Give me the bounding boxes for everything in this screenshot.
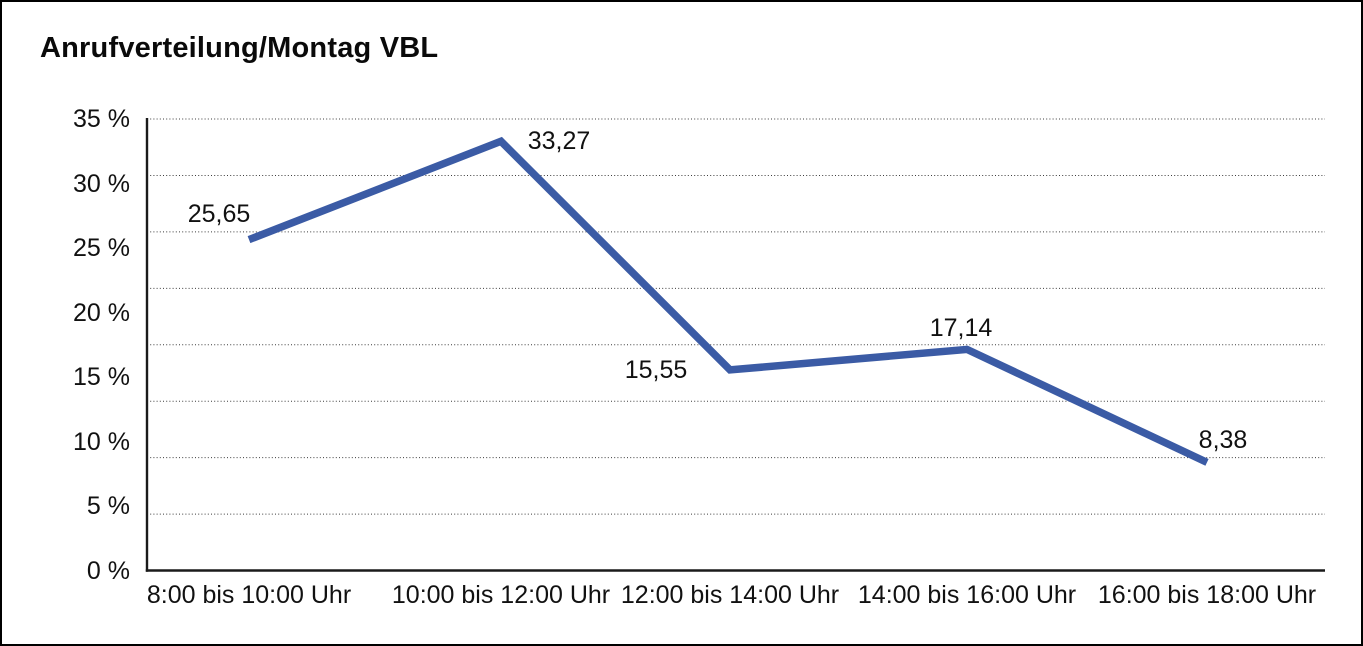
data-point-label: 17,14 bbox=[929, 314, 993, 343]
x-tick-label: 16:00 bis 18:00 Uhr bbox=[1097, 581, 1317, 609]
chart-title: Anrufverteilung/Montag VBL bbox=[40, 32, 439, 64]
y-tick-label: 20 % bbox=[73, 298, 130, 327]
x-tick-label: 12:00 bis 14:00 Uhr bbox=[620, 581, 840, 609]
y-tick-label: 5 % bbox=[86, 492, 130, 520]
data-point-label: 25,65 bbox=[187, 199, 251, 228]
y-tick-label: 15 % bbox=[73, 363, 130, 391]
data-point-label: 8,38 bbox=[1198, 426, 1248, 455]
data-point-label: 15,55 bbox=[624, 355, 688, 384]
y-tick-label: 25 % bbox=[73, 234, 130, 262]
y-tick-label: 35 % bbox=[73, 105, 130, 133]
gridlines bbox=[147, 118, 1325, 515]
x-tick-label: 10:00 bis 12:00 Uhr bbox=[391, 581, 611, 609]
x-tick-label: 14:00 bis 16:00 Uhr bbox=[857, 581, 1077, 609]
data-point-label: 33,27 bbox=[527, 127, 591, 156]
y-tick-label: 10 % bbox=[73, 427, 130, 456]
y-tick-label: 0 % bbox=[86, 556, 130, 585]
x-tick-label: 8:00 bis 10:00 Uhr bbox=[146, 581, 352, 609]
series-line bbox=[247, 136, 1209, 466]
y-tick-label: 30 % bbox=[73, 169, 130, 198]
